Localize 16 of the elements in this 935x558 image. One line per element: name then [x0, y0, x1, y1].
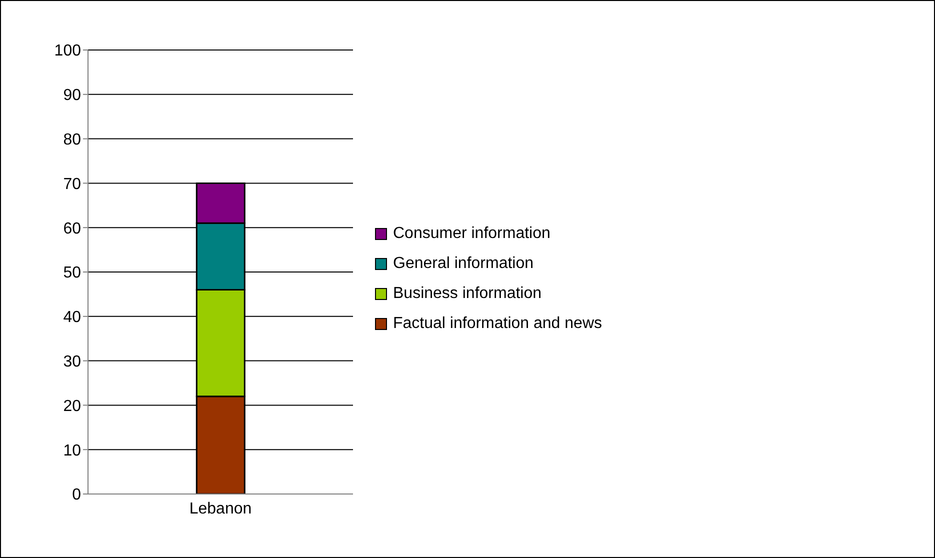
y-tick-label: 100: [54, 42, 82, 60]
x-tick-label: Lebanon: [189, 500, 252, 518]
y-tick-label: 90: [63, 87, 82, 104]
y-tick-label: 10: [63, 442, 82, 460]
y-tick-label: 70: [63, 176, 82, 193]
legend-label: Business information: [393, 285, 542, 303]
legend-label: General information: [393, 255, 534, 273]
y-tick-label: 40: [63, 309, 82, 326]
y-tick-label: 80: [63, 131, 82, 148]
y-tick-label: 20: [63, 398, 82, 415]
y-tick-label: 50: [63, 264, 82, 282]
y-tick-label: 30: [63, 353, 82, 370]
y-tick-label: 60: [63, 220, 82, 238]
y-tick-label: 0: [72, 486, 82, 504]
legend-label: Factual information and news: [393, 315, 602, 333]
legend-label: Consumer information: [393, 225, 550, 243]
